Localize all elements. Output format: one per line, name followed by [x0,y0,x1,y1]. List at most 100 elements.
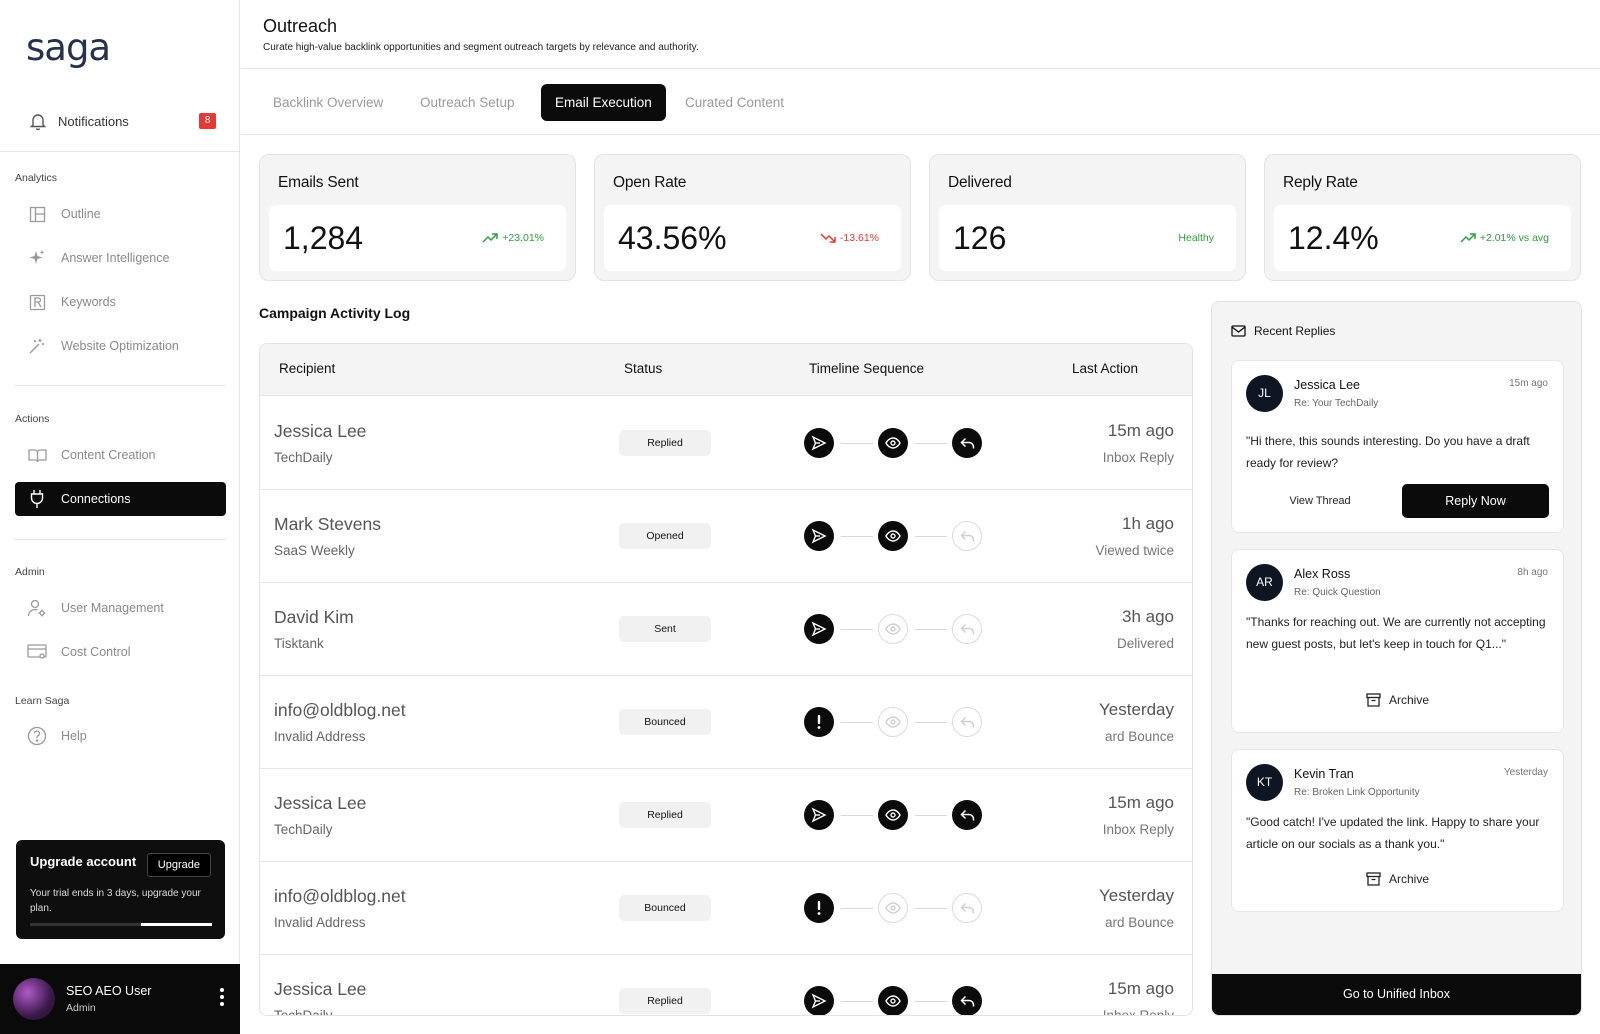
tab-backlink-overview[interactable]: Backlink Overview [273,95,384,110]
sidebar-item-cost-control[interactable]: Cost Control [15,635,226,669]
table-row[interactable]: info@oldblog.net Invalid Address Bounced Ye… [260,862,1192,955]
send-icon [804,614,834,644]
tab-email-execution[interactable]: Email Execution [541,84,666,121]
recipient-name[interactable]: info@oldblog.net [274,886,406,906]
eye-icon [878,893,908,923]
activity-log-title: Campaign Activity Log [259,305,411,321]
upgrade-title: Upgrade account [30,854,137,869]
notification-count-badge: 8 [199,113,216,129]
table-row[interactable]: Jessica Lee TechDaily Replied 15m ago Inbox … [260,955,1192,1016]
reply-subject: Re: Your TechDaily [1294,398,1379,409]
reply-card[interactable]: AR Alex Ross Re: Quick Question 8h ago "… [1231,549,1564,733]
last-action-time: 15m ago [1107,421,1174,440]
recipient-name[interactable]: info@oldblog.net [274,700,406,720]
recipient-name[interactable]: Mark Stevens [274,514,381,534]
archive-button[interactable]: Archive [1232,872,1563,886]
reply-icon [952,893,982,923]
stat-label: Open Rate [613,174,687,191]
eye-icon [878,614,908,644]
sidebar-item-website-optimization[interactable]: Website Optimization [15,329,226,363]
reply-now-button[interactable]: Reply Now [1402,484,1549,518]
sidebar-item-content-creation[interactable]: Content Creation [15,438,226,472]
column-header-last-action: Last Action [1072,361,1139,376]
recent-replies-panel: Recent Replies JL Jessica Lee Re: Your T… [1211,301,1582,1016]
stat-value: 126 [953,220,1007,256]
table-row[interactable]: Jessica Lee TechDaily Replied 15m ago Inbox … [260,397,1192,490]
trend-up-icon [482,233,498,243]
recipient-outlet: TechDaily [274,822,333,837]
status-badge: Sent [619,616,711,642]
archive-label: Archive [1388,693,1429,707]
tab-bar: Backlink Overview Outreach Setup Email E… [241,70,1600,135]
upgrade-button[interactable]: Upgrade [146,853,211,877]
timeline-connector [841,629,873,630]
tab-curated-content[interactable]: Curated Content [685,95,785,110]
recipient-outlet: Invalid Address [274,729,366,744]
sidebar: saga Notifications 8 Analytics Outline A… [0,0,240,1034]
status-badge: Replied [619,430,711,456]
stat-value: 43.56% [618,220,727,256]
stat-body: 12.4% +2.01% vs avg [1274,205,1571,271]
sidebar-item-help[interactable]: Help [15,719,226,753]
sidebar-item-answer-intelligence[interactable]: Answer Intelligence [15,241,226,275]
view-thread-button[interactable]: View Thread [1289,495,1351,507]
timeline-connector [915,629,947,630]
recipient-name[interactable]: Jessica Lee [274,979,367,999]
reply-message: "Hi there, this sounds interesting. Do y… [1246,434,1530,470]
book-icon [27,445,47,465]
saga-logo[interactable]: saga [26,28,136,68]
recipient-name[interactable]: David Kim [274,607,354,627]
sidebar-item-connections[interactable]: Connections [15,482,226,516]
stat-card-emails-sent: Emails Sent 1,284 +23.01% [259,154,576,281]
section-label-actions: Actions [15,413,50,425]
sidebar-item-label: Content Creation [61,448,156,462]
reply-card[interactable]: JL Jessica Lee Re: Your TechDaily 15m ag… [1231,360,1564,533]
recipient-name[interactable]: Jessica Lee [274,793,367,813]
sidebar-item-outline[interactable]: Outline [15,197,226,231]
user-profile[interactable]: SEO AEO User Admin [0,964,240,1034]
table-row[interactable]: David Kim Tisktank Sent 3h ago Delivered [260,583,1192,676]
table-row[interactable]: Jessica Lee TechDaily Replied 15m ago Inbox … [260,769,1192,862]
timeline-connector [915,815,947,816]
last-action-detail: Inbox Reply [1102,450,1174,465]
table-row[interactable]: info@oldblog.net Invalid Address Bounced Ye… [260,676,1192,769]
tab-outreach-setup[interactable]: Outreach Setup [420,95,515,110]
section-label-analytics: Analytics [15,172,58,184]
stat-body: 126 Healthy [939,205,1236,271]
archive-icon [1366,693,1381,707]
send-icon [804,986,834,1015]
eye-icon [878,521,908,551]
reply-sender: Alex Ross [1294,567,1351,581]
notifications-button[interactable]: Notifications 8 [14,103,226,139]
avatar: JL [1246,375,1283,412]
archive-button[interactable]: Archive [1232,693,1563,707]
user-settings-icon [27,598,47,618]
recipient-outlet: Invalid Address [274,915,366,930]
timeline-connector [915,908,947,909]
section-label-admin: Admin [15,566,45,578]
timeline-sequence [804,614,982,644]
archive-icon [1366,872,1381,886]
table-row[interactable]: Mark Stevens SaaS Weekly Opened 1h ago Viewe… [260,490,1192,583]
sidebar-item-keywords[interactable]: Keywords [15,285,226,319]
stat-change-text: -13.61% [839,232,879,244]
reply-card[interactable]: KT Kevin Tran Re: Broken Link Opportunit… [1231,749,1564,912]
reply-time: 8h ago [1517,567,1548,578]
last-action-detail: Inbox Reply [1102,1008,1174,1016]
keyword-box-icon [27,292,47,312]
avatar [13,978,55,1020]
sidebar-item-user-management[interactable]: User Management [15,591,226,625]
timeline-sequence [804,800,982,830]
recent-replies-title: Recent Replies [1254,324,1336,338]
sidebar-item-label: Outline [61,207,101,221]
sparkle-icon [27,248,47,268]
sidebar-item-label: Connections [61,492,131,506]
sidebar-item-label: Answer Intelligence [61,251,170,265]
kebab-menu-icon[interactable] [220,988,224,1009]
stat-change: Healthy [1178,232,1214,244]
eye-icon [878,800,908,830]
timeline-connector [915,536,947,537]
recipient-name[interactable]: Jessica Lee [274,421,367,441]
unified-inbox-button[interactable]: Go to Unified Inbox [1212,974,1581,1015]
reply-message: "Good catch! I've updated the link. Happ… [1246,815,1540,851]
